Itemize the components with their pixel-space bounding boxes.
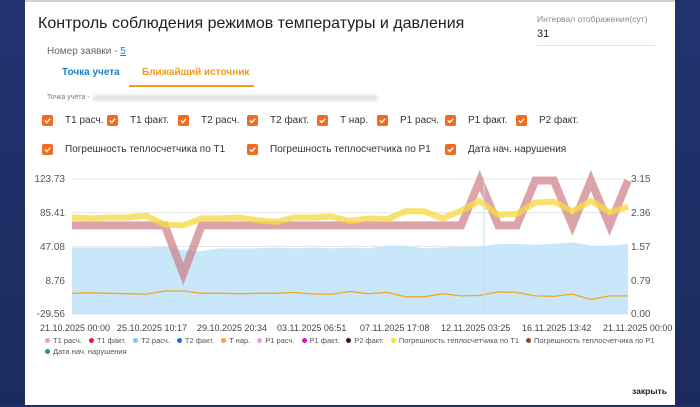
checkbox-label: Дата нач. нарушения	[468, 144, 567, 155]
y-right-tick: 2.36	[631, 208, 651, 219]
legend-item[interactable]: T нар.	[221, 336, 250, 345]
legend-item[interactable]: T1 факт.	[88, 336, 126, 345]
request-link[interactable]: 5	[120, 46, 126, 57]
checkbox-label: T нар.	[340, 115, 369, 126]
active-tab-indicator	[129, 85, 254, 87]
legend-item[interactable]: Дата нач. нарушения	[45, 347, 127, 356]
x-tick: 29.10.2025 20:34	[197, 323, 268, 333]
checkbox-label: P2 факт.	[539, 115, 579, 126]
checkbox-error-t1[interactable]: Погрешность теплосчетчика по T1	[42, 144, 225, 155]
checkbox-label: T2 расч.	[201, 115, 240, 126]
checkbox-p2-fact[interactable]: P2 факт.	[516, 115, 579, 126]
chart-legend: T1 расч. T1 факт. T2 расч. T2 факт. T на…	[45, 336, 662, 345]
checkbox-p1-fact[interactable]: P1 факт.	[445, 115, 508, 126]
tab-nearest-source[interactable]: Ближайший источник	[142, 67, 250, 78]
checkbox-label: P1 факт.	[468, 115, 508, 126]
checkbox-t1-calc[interactable]: T1 расч.	[42, 115, 103, 126]
checkbox-checked-icon	[42, 144, 53, 155]
checkbox-checked-icon	[445, 144, 456, 155]
checkbox-checked-icon	[445, 115, 456, 126]
y-right-tick: 0.79	[631, 276, 651, 287]
checkbox-t2-calc[interactable]: T2 расч.	[178, 115, 239, 126]
checkbox-checked-icon	[377, 115, 388, 126]
y-right-tick: 1.57	[631, 242, 651, 253]
y-right-tick: 3.15	[631, 174, 651, 185]
checkbox-checked-icon	[317, 115, 328, 126]
request-label: Номер заявки -	[47, 46, 121, 57]
request-number: Номер заявки - 5	[47, 46, 126, 57]
y-left-tick: 8.76	[45, 276, 65, 287]
x-tick: 21.10.2025 00:00	[40, 323, 111, 333]
checkbox-t2-fact[interactable]: T2 факт.	[247, 115, 309, 126]
checkbox-checked-icon	[42, 115, 53, 126]
background-left	[0, 0, 25, 405]
checkbox-label: T1 факт.	[130, 115, 169, 126]
legend-item[interactable]: P1 расч.	[257, 336, 295, 345]
checkbox-checked-icon	[107, 115, 118, 126]
legend-item[interactable]: Погрешность теплосчетчика по P1	[526, 336, 655, 345]
checkbox-t1-fact[interactable]: T1 факт.	[107, 115, 169, 126]
checkbox-label: T1 расч.	[65, 115, 104, 126]
x-tick: 21.11.2025 00:00	[603, 323, 673, 333]
background-right	[675, 0, 700, 405]
checkbox-checked-icon	[247, 115, 258, 126]
metering-point-value-blurred	[93, 95, 378, 101]
x-tick: 03.11.2025 06:51	[277, 323, 347, 333]
control-dialog: Контроль соблюдения режимов температуры …	[25, 0, 675, 405]
close-button[interactable]: закрыть	[632, 386, 667, 396]
chart-plot[interactable]	[25, 2, 675, 407]
x-tick: 07.11.2025 17:08	[360, 323, 430, 333]
dialog-title: Контроль соблюдения режимов температуры …	[38, 15, 465, 32]
checkbox-label: Погрешность теплосчетчика по T1	[65, 144, 226, 155]
checkbox-label: P1 расч.	[400, 115, 440, 126]
checkbox-error-p1[interactable]: Погрешность теплосчетчика по P1	[247, 144, 431, 155]
x-tick: 25.10.2025 10:17	[117, 323, 188, 333]
metering-point-label: Точка учёта -	[47, 94, 90, 101]
x-tick: 12.11.2025 03:25	[441, 323, 511, 333]
y-left-tick: 123.73	[34, 174, 65, 185]
x-tick: 16.11.2025 13:42	[522, 323, 592, 333]
legend-item[interactable]: Погрешность теплосчетчика по T1	[390, 336, 519, 345]
interval-input[interactable]: 31	[537, 28, 550, 40]
interval-underline	[537, 45, 655, 46]
checkbox-label: T2 факт.	[270, 115, 309, 126]
legend-item[interactable]: P2 факт.	[346, 336, 384, 345]
y-left-tick: 85.41	[39, 208, 65, 219]
checkbox-t-outdoor[interactable]: T нар.	[317, 115, 368, 126]
y-left-tick: -29.56	[36, 309, 65, 320]
checkbox-checked-icon	[516, 115, 527, 126]
checkbox-violation-date[interactable]: Дата нач. нарушения	[445, 144, 566, 155]
chart-legend-row2: Дата нач. нарушения	[45, 347, 134, 356]
checkbox-checked-icon	[178, 115, 189, 126]
legend-item[interactable]: T1 расч.	[45, 336, 82, 345]
checkbox-checked-icon	[247, 144, 258, 155]
legend-item[interactable]: T2 факт.	[176, 336, 214, 345]
y-left-tick: 47.08	[39, 242, 65, 253]
checkbox-label: Погрешность теплосчетчика по P1	[270, 144, 431, 155]
legend-item[interactable]: P1 факт.	[301, 336, 339, 345]
legend-item[interactable]: T2 расч.	[133, 336, 170, 345]
checkbox-p1-calc[interactable]: P1 расч.	[377, 115, 439, 126]
tab-metering-point[interactable]: Точка учета	[62, 67, 120, 78]
interval-label: Интервал отображения(сут)	[537, 14, 648, 24]
y-right-tick: 0.00	[631, 309, 651, 320]
